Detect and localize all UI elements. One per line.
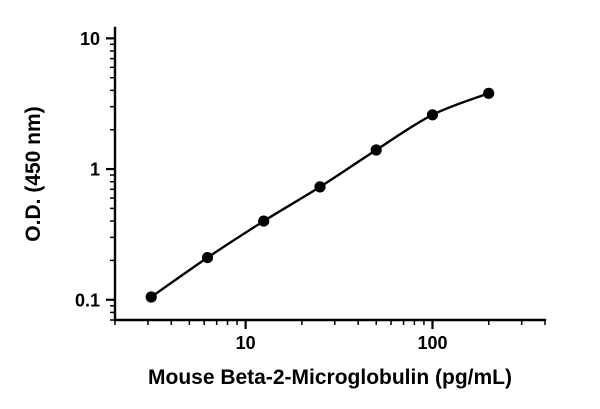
x-axis-title: Mouse Beta-2-Microglobulin (pg/mL) [148,366,512,389]
x-axis-tick-label: 100 [417,333,447,353]
data-point-marker [145,291,157,303]
x-axis-tick-label: 10 [236,333,256,353]
standard-curve-line [150,92,490,298]
data-point-marker [314,181,326,193]
y-axis-title: O.D. (450 nm) [22,106,45,241]
y-axis-tick-label: 10 [80,29,100,49]
plot-layer: 10 100 0.1 1 10 [75,26,547,353]
y-axis-tick-label: 1 [90,160,100,180]
data-point-marker [258,215,270,227]
data-point-marker [201,252,214,264]
y-axis-tick-label: 0.1 [75,290,100,310]
data-point-marker [426,109,439,121]
axes-frame [113,26,547,322]
data-point-marker [370,144,382,156]
data-point-marker [483,87,495,99]
